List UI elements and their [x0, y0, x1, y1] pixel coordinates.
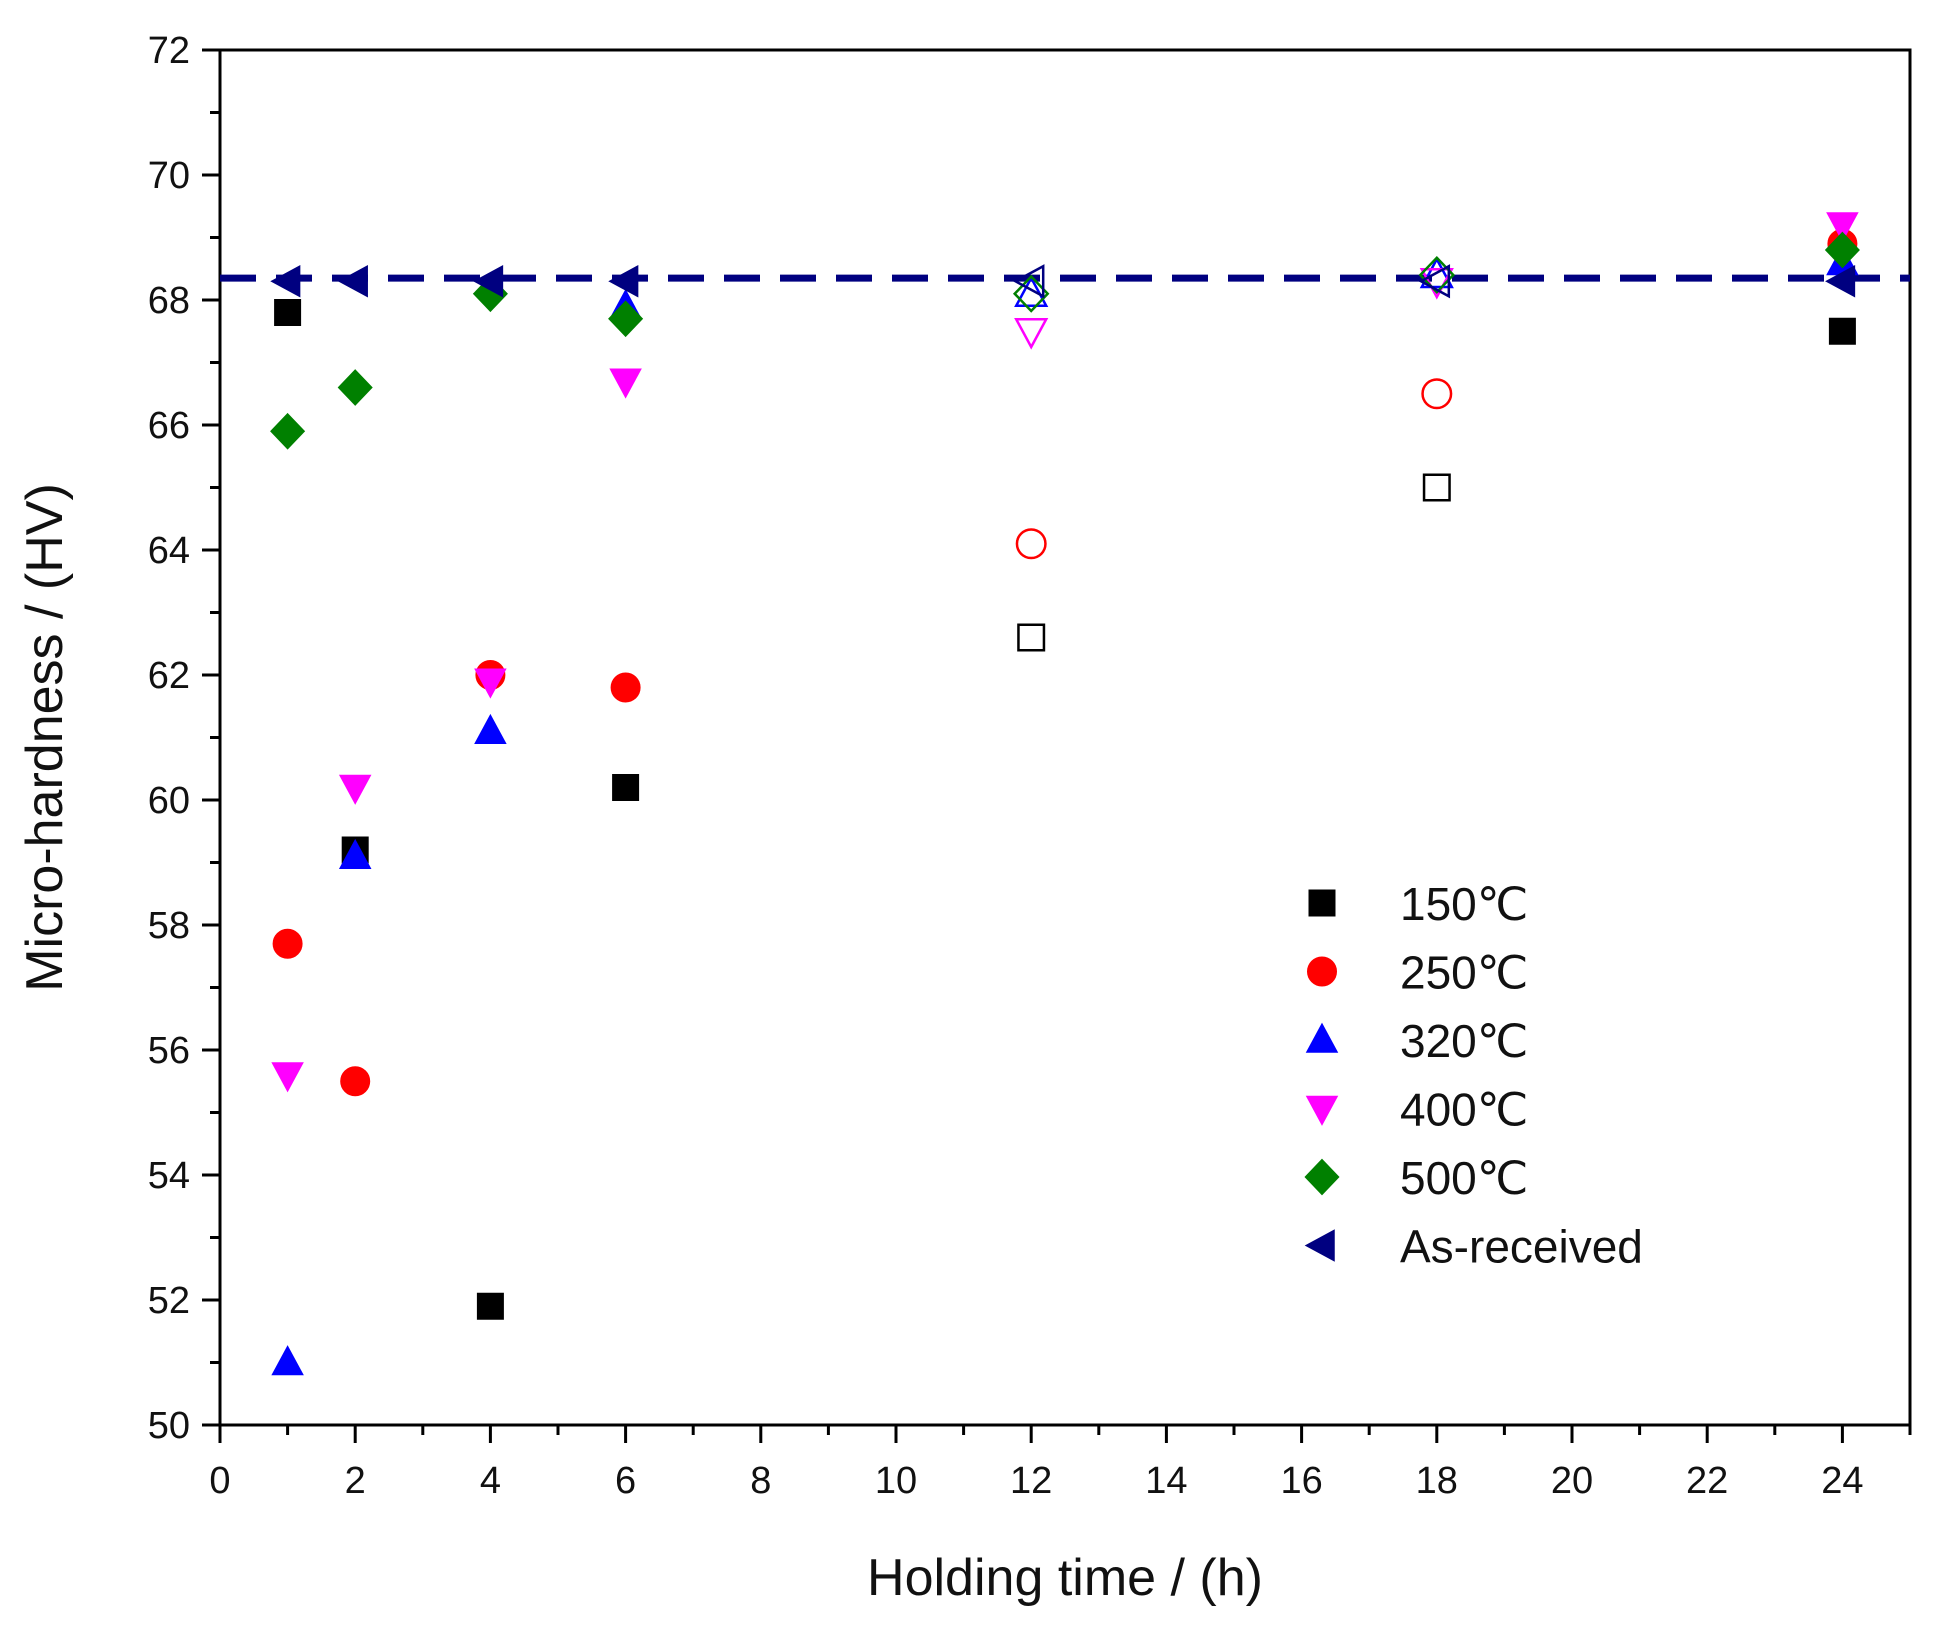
y-axis-title: Micro-hardness / (HV) [16, 483, 74, 992]
data-point [608, 300, 644, 338]
y-tick-label: 62 [148, 655, 190, 697]
x-tick-label: 14 [1145, 1460, 1187, 1502]
y-tick-label: 58 [148, 905, 190, 947]
legend-label: As-received [1400, 1221, 1643, 1273]
x-tick-label: 22 [1686, 1460, 1728, 1502]
legend-item: 500℃ [1304, 1152, 1528, 1204]
plot-area [218, 48, 1912, 1427]
legend-marker [1308, 889, 1336, 917]
data-point [338, 774, 372, 805]
x-tick-label: 10 [875, 1460, 917, 1502]
legend-item: 250℃ [1307, 947, 1528, 999]
series-5 [270, 264, 1856, 299]
legend-marker [1304, 1158, 1340, 1196]
y-tick-label: 50 [148, 1405, 190, 1447]
y-tick-label: 68 [148, 280, 190, 322]
data-point [271, 1062, 304, 1093]
series-0 [274, 299, 1856, 1320]
data-point [271, 1345, 304, 1376]
x-tick-label: 2 [345, 1460, 366, 1502]
legend: 150℃ 250℃ 320℃ 400℃ 500℃ As-received [1304, 878, 1643, 1273]
data-point [608, 264, 639, 298]
y-tick-label: 64 [148, 530, 190, 572]
y-tick-label: 54 [148, 1155, 190, 1197]
data-point [337, 264, 368, 298]
legend-item: 400℃ [1305, 1084, 1528, 1136]
y-tick-label: 70 [148, 155, 190, 197]
data-point [337, 369, 373, 406]
legend-label: 500℃ [1400, 1152, 1528, 1204]
data-point [1826, 212, 1859, 243]
data-point [476, 1292, 504, 1320]
data-marks-layer [270, 212, 1860, 1376]
legend-label: 320℃ [1400, 1015, 1528, 1067]
legend-marker [1305, 1095, 1339, 1126]
y-tick-label: 66 [148, 405, 190, 447]
data-point [473, 264, 504, 298]
x-tick-label: 16 [1280, 1460, 1322, 1502]
data-point [1418, 264, 1451, 299]
plot-frame [218, 48, 1912, 1427]
x-tick-label: 6 [615, 1460, 636, 1502]
x-tick-label: 0 [209, 1460, 230, 1502]
data-point [1015, 528, 1047, 560]
data-point [1014, 275, 1049, 307]
data-point [610, 672, 641, 703]
data-point [612, 774, 640, 801]
data-point [274, 299, 302, 326]
x-tick-label: 8 [750, 1460, 771, 1502]
data-point [1012, 264, 1045, 299]
x-tick-label: 4 [480, 1460, 501, 1502]
x-tick-label: 20 [1551, 1460, 1593, 1502]
legend-marker [1305, 1022, 1339, 1053]
y-tick-label: 72 [148, 30, 190, 72]
legend-marker [1307, 956, 1337, 987]
data-point [1014, 318, 1049, 350]
data-point [474, 713, 507, 744]
data-point [1422, 473, 1451, 502]
legend-item: 150℃ [1308, 878, 1528, 930]
data-point [338, 838, 372, 869]
data-point [270, 264, 301, 298]
legend-label: 250℃ [1400, 947, 1528, 999]
legend-label: 150℃ [1400, 878, 1528, 930]
data-point [1421, 378, 1453, 410]
data-point [1828, 317, 1856, 345]
legend-item: As-received [1304, 1221, 1643, 1273]
x-axis-title: Holding time / (h) [867, 1549, 1263, 1607]
series-4 [270, 231, 1860, 450]
series-3 [271, 212, 1859, 1093]
legend-marker [1304, 1229, 1335, 1262]
x-tick-label: 12 [1010, 1460, 1052, 1502]
data-point [272, 928, 303, 959]
data-point [270, 412, 306, 450]
data-point [340, 1066, 371, 1097]
x-tick-label: 18 [1416, 1460, 1458, 1502]
axes-layer: 0 2 4 6 8 10 12 14 16 18 20 22 245052545658606264666… [148, 30, 1912, 1502]
y-tick-label: 56 [148, 1030, 190, 1072]
series-1 [272, 228, 1858, 1097]
series-2 [271, 245, 1859, 1376]
x-tick-label: 24 [1821, 1460, 1863, 1502]
data-point [609, 368, 642, 399]
data-point [1017, 623, 1046, 652]
y-tick-label: 60 [148, 780, 190, 822]
legend-item: 320℃ [1305, 1015, 1528, 1067]
data-point [1824, 231, 1860, 269]
data-point [474, 668, 507, 699]
data-point [1419, 256, 1454, 289]
legend-label: 400℃ [1400, 1084, 1528, 1136]
data-point [1825, 264, 1856, 298]
y-tick-label: 52 [148, 1280, 190, 1322]
